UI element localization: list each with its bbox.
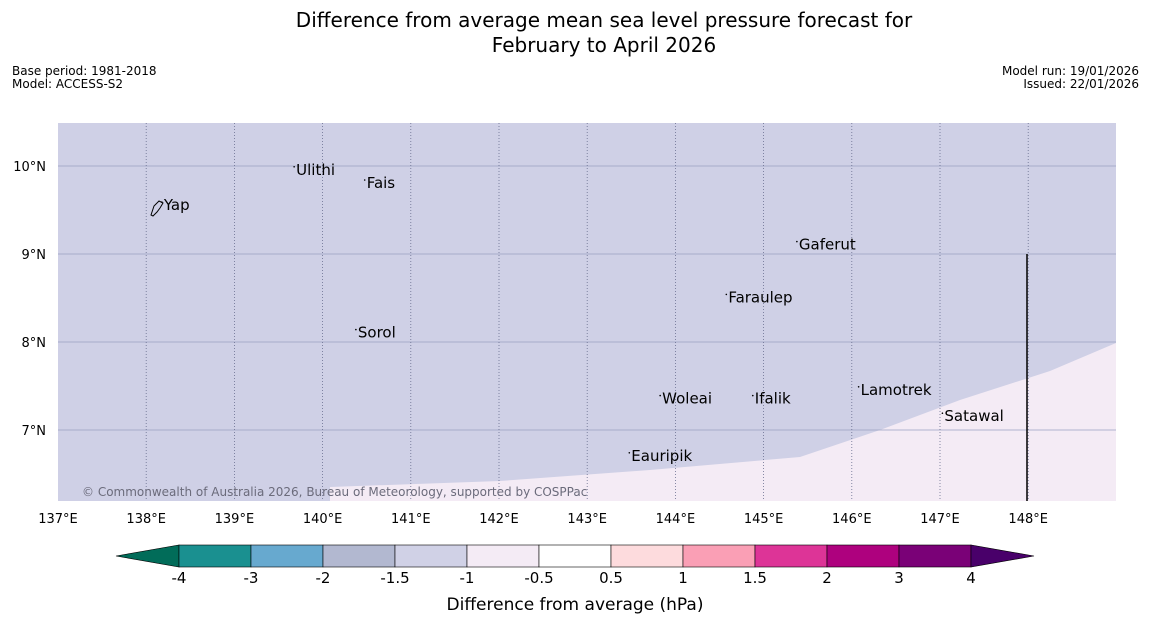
- place-label: Fais: [367, 174, 396, 192]
- place-marker: [363, 179, 366, 181]
- place-label: Woleai: [662, 390, 712, 408]
- meta-left: Base period: 1981-2018 Model: ACCESS-S2: [12, 65, 157, 91]
- lon-tick-label: 148°E: [1008, 512, 1048, 527]
- colorbar-tick: 1.5: [743, 569, 767, 587]
- colorbar-tick: -3: [244, 569, 259, 587]
- place-marker: [941, 412, 944, 415]
- place-label: Lamotrek: [861, 381, 932, 399]
- model-run: Model run: 19/01/2026: [1001, 64, 1139, 78]
- colorbar-tick: 2: [822, 569, 832, 587]
- lon-tick-label: 140°E: [303, 512, 343, 527]
- title-line-2: February to April 2026: [491, 33, 717, 57]
- map-title: Difference from average mean sea level p…: [0, 8, 1150, 58]
- colorbar-segment: [394, 544, 468, 568]
- colorbar-tick: -0.5: [524, 569, 553, 587]
- copyright-notice: © Commonwealth of Australia 2026, Bureau…: [82, 485, 587, 499]
- colorbar-segment: [178, 544, 252, 568]
- place-marker: [725, 293, 728, 296]
- colorbar-segment: [826, 544, 900, 568]
- place-label: Ifalik: [755, 390, 791, 408]
- colorbar-segment: [898, 544, 972, 568]
- place-label: Eauripik: [631, 447, 692, 465]
- meta-right: Model run: 19/01/2026 Issued: 22/01/2026: [1002, 65, 1139, 91]
- colorbar-segment: [322, 544, 396, 568]
- lon-tick-label: 145°E: [744, 512, 784, 527]
- lat-tick-label: 7°N: [22, 424, 47, 439]
- latitude-tick-labels: 10°N 9°N 8°N 7°N: [13, 160, 46, 439]
- colorbar-tick: 4: [966, 569, 976, 587]
- colorbar-tick: -1: [460, 569, 475, 587]
- place-label: Sorol: [358, 324, 396, 342]
- colorbar-tick: -4: [172, 569, 187, 587]
- colorbar-segment: [754, 544, 828, 568]
- colorbar-tick: 1: [678, 569, 688, 587]
- lon-tick-label: 147°E: [920, 512, 960, 527]
- map-panel: Yap Ulithi Fais Gaferut Faraulep Sorol Lamotre…: [58, 123, 1116, 501]
- yap-island-outline: [150, 200, 164, 217]
- place-label: Ulithi: [296, 161, 335, 179]
- colorbar-tick: -2: [316, 569, 331, 587]
- place-marker: [751, 394, 754, 397]
- lon-tick-label: 139°E: [215, 512, 255, 527]
- lon-tick-label: 141°E: [391, 512, 431, 527]
- title-line-1: Difference from average mean sea level p…: [295, 8, 913, 32]
- colorbar-tick: -1.5: [380, 569, 409, 587]
- lon-tick-label: 137°E: [38, 512, 78, 527]
- place-marker: [161, 201, 163, 203]
- model-name: Model: ACCESS-S2: [12, 77, 124, 91]
- colorbar-extend-low: [115, 544, 180, 568]
- lat-tick-label: 9°N: [22, 248, 47, 263]
- colorbar-tick: 0.5: [599, 569, 623, 587]
- colorbar-segment: [682, 544, 756, 568]
- place-marker: [659, 394, 661, 397]
- colorbar-segment: [250, 544, 324, 568]
- lon-tick-label: 142°E: [479, 512, 519, 527]
- base-period: Base period: 1981-2018: [12, 64, 157, 78]
- place-label: Gaferut: [799, 236, 856, 254]
- lon-tick-label: 144°E: [656, 512, 696, 527]
- place-marker: [796, 240, 798, 243]
- place-marker: [857, 386, 860, 388]
- lat-tick-label: 10°N: [13, 160, 46, 175]
- issued-date: Issued: 22/01/2026: [1023, 77, 1139, 91]
- pressure-field-low: [330, 343, 1116, 501]
- colorbar-tick: 3: [894, 569, 904, 587]
- colorbar-label: Difference from average (hPa): [447, 595, 704, 615]
- colorbar: [115, 544, 1035, 568]
- colorbar-segment: [538, 544, 612, 568]
- place-label: Faraulep: [728, 288, 792, 306]
- lon-tick-label: 143°E: [567, 512, 607, 527]
- place-marker: [293, 166, 295, 168]
- longitude-gridlines: [145, 123, 1029, 501]
- lon-tick-label: 138°E: [126, 512, 166, 527]
- colorbar-extend-high: [970, 544, 1035, 568]
- place-marker: [628, 452, 631, 454]
- lat-tick-label: 8°N: [22, 336, 47, 351]
- place-label: Yap: [163, 196, 190, 214]
- lon-tick-label: 146°E: [832, 512, 872, 527]
- colorbar-tick-labels: -4 -3 -2 -1.5 -1 -0.5 0.5 1 1.5 2 3 4: [172, 569, 976, 587]
- place-label: Satawal: [944, 407, 1003, 425]
- place-marker: [355, 328, 357, 331]
- place-markers: Yap Ulithi Fais Gaferut Faraulep Sorol Lamotre…: [161, 161, 1004, 465]
- longitude-tick-labels: 137°E 138°E 139°E 140°E 141°E 142°E 143°E 144°E…: [38, 512, 1048, 527]
- colorbar-segment: [610, 544, 684, 568]
- colorbar-segment: [466, 544, 540, 568]
